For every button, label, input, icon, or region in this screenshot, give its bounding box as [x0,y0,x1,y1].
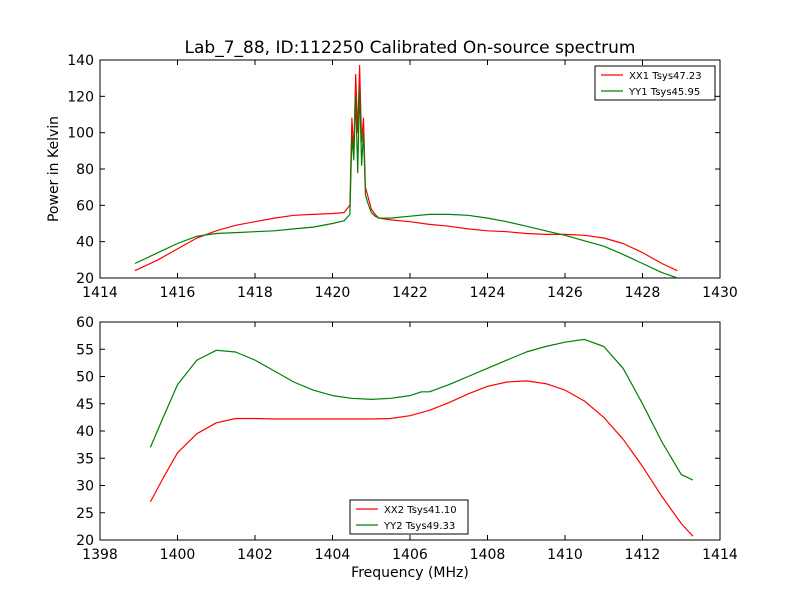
subplot-top-legend: XX1 Tsys47.23 YY1 Tsys45.95 [594,65,716,101]
subplot-bottom-x-axis-label: Frequency (MHz) [351,565,469,581]
series-line-yy [134,86,678,278]
x-tick-label: 1422 [392,285,428,301]
x-tick-label: 1430 [702,285,738,301]
series-line-xx [134,64,678,272]
y-tick-label: 120 [67,89,94,105]
y-tick-label: 20 [76,533,94,549]
subplot-top-x-ticks: 1414 1416 1418 1420 1422 1424 1426 1428 1430 [82,60,738,301]
legend-entry-label: XX2 Tsys41.10 [384,505,457,516]
x-tick-label: 1406 [392,547,428,563]
x-tick-label: 1402 [237,547,273,563]
y-tick-label: 40 [76,424,94,440]
legend-entry-label: YY2 Tsys49.33 [383,521,455,532]
y-tick-label: 100 [67,126,94,142]
subplot-top-y-axis-label: Power in Kelvin [46,116,62,222]
y-tick-label: 30 [76,479,94,495]
subplot-top: 1414 1416 1418 1420 1422 1424 1426 1428 1430 20 4… [46,53,738,301]
y-tick-label: 25 [76,506,94,522]
legend-box [594,65,716,101]
x-tick-label: 1408 [470,547,506,563]
subplot-bottom-plot-area [149,338,694,537]
y-tick-label: 35 [76,451,94,467]
x-tick-label: 1400 [160,547,196,563]
legend-entry-label: XX1 Tsys47.23 [629,71,702,82]
subplot-top-y-ticks: 20 40 60 80 100 120 140 [67,53,720,287]
x-tick-label: 1404 [315,547,351,563]
figure-title: Lab_7_88, ID:112250 Calibrated On-source… [185,38,636,58]
y-tick-label: 55 [76,342,94,358]
y-tick-label: 140 [67,53,94,69]
subplot-top-plot-area [134,64,678,278]
y-tick-label: 40 [76,235,94,251]
x-tick-label: 1418 [237,285,273,301]
series-line-yy [149,338,694,481]
subplot-bottom-y-ticks: 20 25 30 35 40 45 50 55 60 [76,315,720,549]
x-tick-label: 1426 [547,285,583,301]
x-tick-label: 1428 [625,285,661,301]
y-tick-label: 50 [76,370,94,386]
x-tick-label: 1412 [625,547,661,563]
y-tick-label: 60 [76,315,94,331]
x-tick-label: 1398 [82,547,118,563]
legend-entry-label: YY1 Tsys45.95 [628,87,700,98]
x-tick-label: 1416 [160,285,196,301]
y-tick-label: 80 [76,162,94,178]
series-line-xx [149,380,694,537]
x-tick-label: 1414 [82,285,118,301]
x-tick-label: 1420 [315,285,351,301]
subplot-bottom-legend: XX2 Tsys41.10 YY2 Tsys49.33 [349,499,469,535]
y-tick-label: 45 [76,397,94,413]
x-tick-label: 1410 [547,547,583,563]
subplot-bottom: 1398 1400 1402 1404 1406 1408 1410 1412 1414 202… [76,315,738,581]
legend-box [349,499,469,535]
x-tick-label: 1424 [470,285,506,301]
y-tick-label: 60 [76,198,94,214]
x-tick-label: 1414 [702,547,738,563]
subplot-bottom-x-ticks: 1398 1400 1402 1404 1406 1408 1410 1412 1414 [82,322,738,563]
y-tick-label: 20 [76,271,94,287]
